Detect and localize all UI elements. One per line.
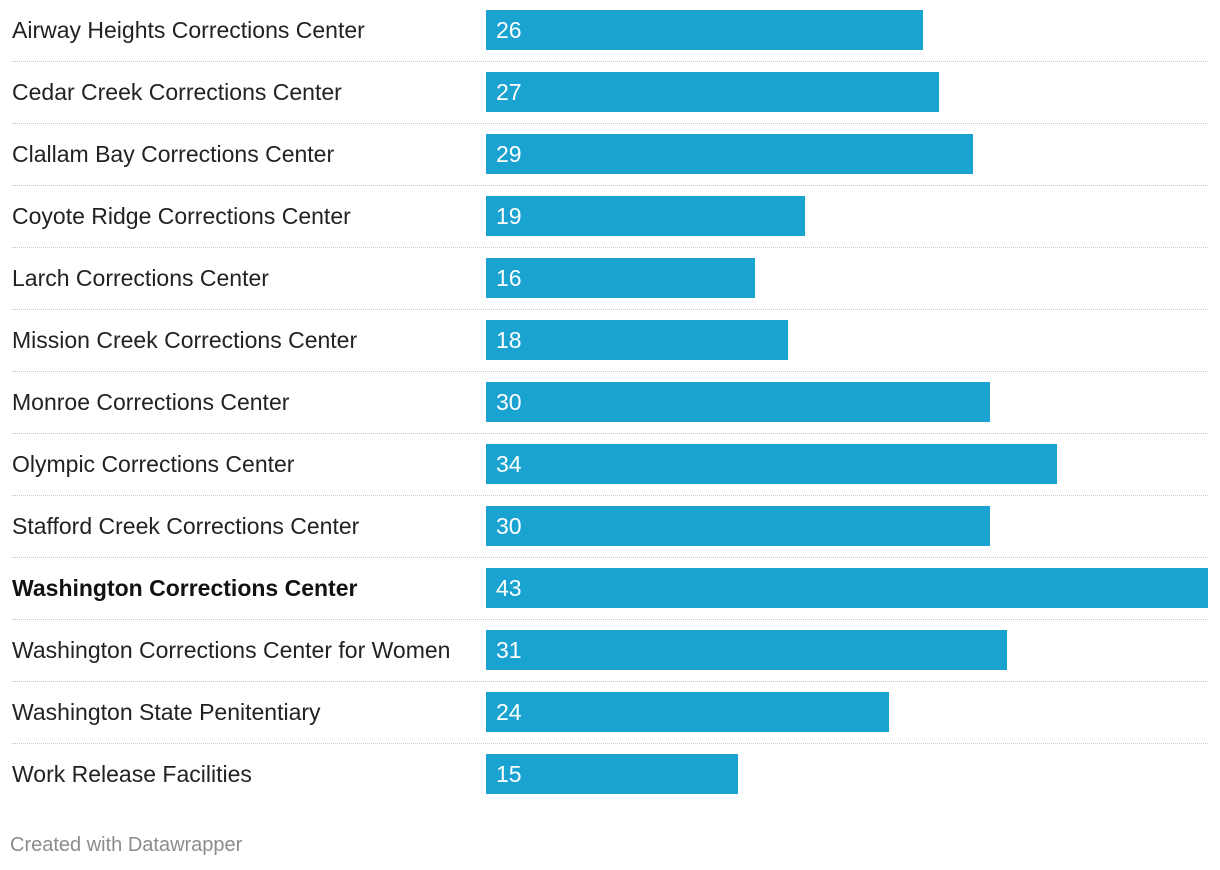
chart-row: Olympic Corrections Center 34 [12,444,1208,506]
bar [486,134,973,174]
category-label: Airway Heights Corrections Center [12,17,365,43]
bar [486,444,1057,484]
chart-row: Washington Corrections Center for Women 3… [12,630,1208,692]
bar [486,630,1007,670]
bar-value-label: 43 [496,575,522,601]
row-divider [12,681,1208,682]
bar [486,382,990,422]
row-divider [12,557,1208,558]
category-label: Washington Corrections Center for Women [12,637,451,663]
bar [486,568,1208,608]
row-divider [12,619,1208,620]
bar-value-label: 19 [496,203,522,229]
row-divider [12,185,1208,186]
chart-row: Mission Creek Corrections Center 18 [12,320,1208,382]
category-label: Washington Corrections Center [12,575,358,601]
chart-row: Cedar Creek Corrections Center 27 [12,72,1208,134]
row-divider [12,371,1208,372]
category-label: Stafford Creek Corrections Center [12,513,360,539]
category-label: Clallam Bay Corrections Center [12,141,335,167]
row-divider [12,495,1208,496]
bar-value-label: 31 [496,637,522,663]
chart-row: Larch Corrections Center 16 [12,258,1208,320]
bar [486,196,805,236]
row-divider [12,61,1208,62]
row-divider [12,743,1208,744]
bar-value-label: 29 [496,141,522,167]
bar-value-label: 30 [496,513,522,539]
bar-value-label: 30 [496,389,522,415]
bar-chart: Airway Heights Corrections Center 26 Cedar… [12,10,1208,794]
chart-row: Washington State Penitentiary 24 [12,692,1208,754]
bar [486,754,738,794]
category-label: Larch Corrections Center [12,265,269,291]
bar-value-label: 26 [496,17,522,43]
chart-row: Airway Heights Corrections Center 26 [12,10,1208,72]
row-divider [12,123,1208,124]
datawrapper-credit[interactable]: Created with Datawrapper [10,834,243,856]
category-label: Monroe Corrections Center [12,389,290,415]
bar-value-label: 18 [496,327,522,353]
bar-value-label: 34 [496,451,522,477]
bar-value-label: 24 [496,699,522,725]
row-divider [12,247,1208,248]
category-label: Cedar Creek Corrections Center [12,79,342,105]
chart-row: Monroe Corrections Center 30 [12,382,1208,444]
bar [486,258,755,298]
chart-row: Washington Corrections Center 43 [12,568,1208,630]
chart-row: Work Release Facilities 15 [12,754,1208,816]
category-label: Olympic Corrections Center [12,451,295,477]
bar [486,692,889,732]
bar [486,506,990,546]
bar [486,320,788,360]
chart-row: Stafford Creek Corrections Center 30 [12,506,1208,568]
row-divider [12,309,1208,310]
bar-value-label: 16 [496,265,522,291]
chart-row: Coyote Ridge Corrections Center 19 [12,196,1208,258]
category-label: Washington State Penitentiary [12,699,321,725]
chart-row: Clallam Bay Corrections Center 29 [12,134,1208,196]
bar-value-label: 27 [496,79,522,105]
bar [486,72,939,112]
bar [486,10,923,50]
category-label: Coyote Ridge Corrections Center [12,203,351,229]
category-label: Mission Creek Corrections Center [12,327,358,353]
bar-value-label: 15 [496,761,522,787]
row-divider [12,433,1208,434]
category-label: Work Release Facilities [12,761,252,787]
